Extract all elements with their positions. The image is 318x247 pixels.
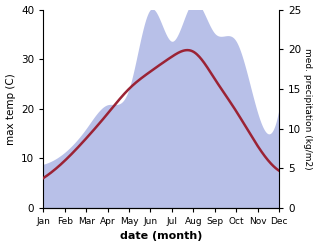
X-axis label: date (month): date (month) <box>120 231 202 242</box>
Y-axis label: med. precipitation (kg/m2): med. precipitation (kg/m2) <box>303 48 313 169</box>
Y-axis label: max temp (C): max temp (C) <box>5 73 16 144</box>
